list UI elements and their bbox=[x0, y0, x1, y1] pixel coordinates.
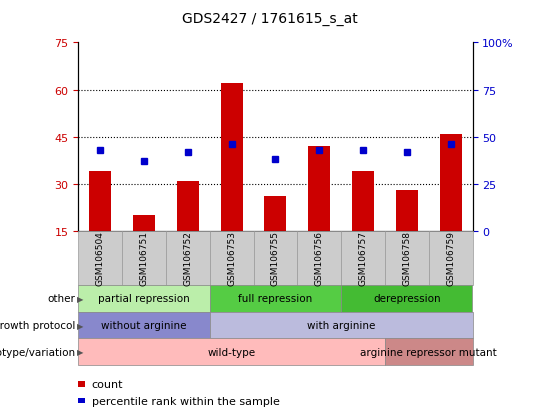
Text: GDS2427 / 1761615_s_at: GDS2427 / 1761615_s_at bbox=[182, 12, 358, 26]
Text: growth protocol: growth protocol bbox=[0, 320, 76, 330]
Text: GSM106753: GSM106753 bbox=[227, 231, 236, 285]
Text: GSM106752: GSM106752 bbox=[183, 231, 192, 285]
Text: wild-type: wild-type bbox=[207, 347, 255, 357]
Bar bbox=[265, 197, 286, 231]
Bar bbox=[89, 172, 111, 231]
Text: with arginine: with arginine bbox=[307, 320, 375, 330]
Bar bbox=[440, 134, 462, 231]
Text: GSM106504: GSM106504 bbox=[96, 231, 105, 285]
Text: arginine repressor mutant: arginine repressor mutant bbox=[360, 347, 497, 357]
Bar bbox=[396, 190, 418, 231]
Bar bbox=[308, 147, 330, 231]
Text: GSM106756: GSM106756 bbox=[315, 231, 323, 285]
Text: ▶: ▶ bbox=[77, 348, 84, 356]
Bar bbox=[133, 216, 155, 231]
Text: GSM106751: GSM106751 bbox=[139, 231, 148, 285]
Bar bbox=[352, 172, 374, 231]
Text: derepression: derepression bbox=[373, 293, 441, 304]
Text: partial repression: partial repression bbox=[98, 293, 190, 304]
Text: GSM106755: GSM106755 bbox=[271, 231, 280, 285]
Text: without arginine: without arginine bbox=[102, 320, 187, 330]
Bar bbox=[177, 181, 199, 231]
Text: GSM106758: GSM106758 bbox=[402, 231, 411, 285]
Bar bbox=[221, 84, 242, 231]
Text: genotype/variation: genotype/variation bbox=[0, 347, 76, 357]
Text: GSM106759: GSM106759 bbox=[446, 231, 455, 285]
Text: other: other bbox=[48, 293, 76, 304]
Text: count: count bbox=[92, 379, 123, 389]
Text: full repression: full repression bbox=[238, 293, 313, 304]
Text: GSM106757: GSM106757 bbox=[359, 231, 368, 285]
Text: ▶: ▶ bbox=[77, 321, 84, 330]
Text: ▶: ▶ bbox=[77, 294, 84, 303]
Text: percentile rank within the sample: percentile rank within the sample bbox=[92, 396, 280, 406]
